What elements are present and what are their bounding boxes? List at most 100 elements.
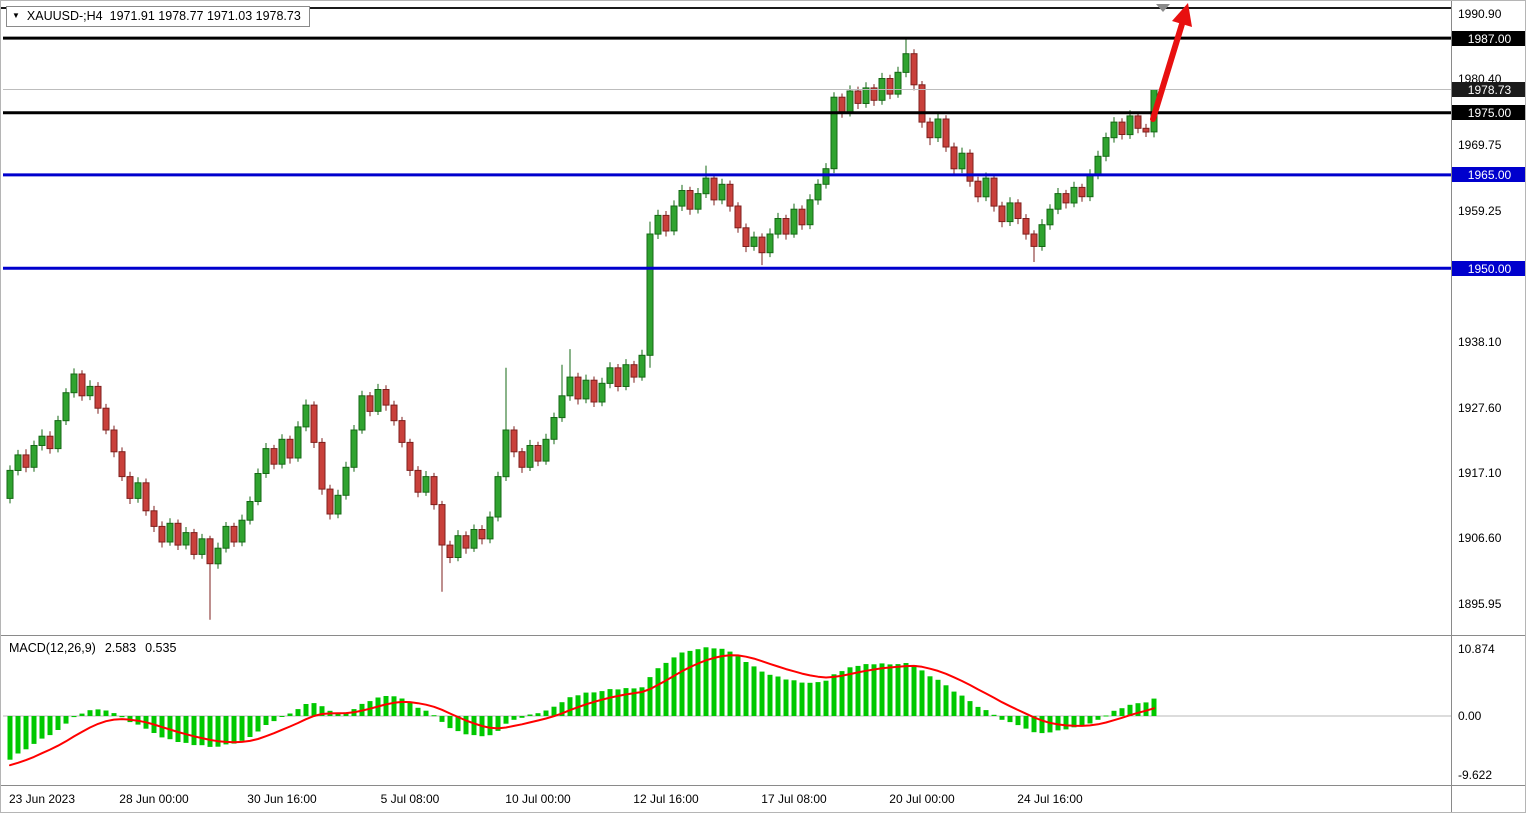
macd-histogram-bar bbox=[623, 688, 629, 716]
candle bbox=[126, 476, 134, 499]
price-tick-label: 1938.10 bbox=[1458, 335, 1502, 349]
macd-histogram-bar bbox=[1063, 716, 1069, 730]
candle bbox=[822, 168, 830, 185]
macd-histogram-bar bbox=[239, 716, 245, 741]
candle bbox=[270, 448, 278, 465]
macd-histogram-bar bbox=[95, 709, 101, 716]
trend-arrow-head[interactable] bbox=[1172, 3, 1192, 27]
candle bbox=[678, 190, 686, 207]
macd-histogram-bar bbox=[975, 706, 981, 716]
macd-histogram-bar bbox=[967, 701, 973, 716]
candle bbox=[742, 227, 750, 248]
macd-histogram-bar bbox=[223, 716, 229, 745]
candle bbox=[502, 429, 510, 478]
candle bbox=[614, 367, 622, 387]
candle bbox=[230, 525, 238, 543]
time-axis-label: 23 Jun 2023 bbox=[8, 792, 76, 806]
candle bbox=[862, 87, 870, 105]
time-axis-label: 30 Jun 16:00 bbox=[247, 792, 317, 806]
candle bbox=[302, 404, 310, 428]
macd-histogram-bar bbox=[559, 702, 565, 716]
candle bbox=[310, 404, 318, 443]
macd-histogram-bar bbox=[447, 716, 453, 729]
candle bbox=[182, 532, 190, 546]
price-badge-1965.00: 1965.00 bbox=[1452, 167, 1525, 182]
macd-histogram-bar bbox=[271, 716, 277, 722]
candle bbox=[454, 535, 462, 559]
macd-histogram-bar bbox=[1047, 716, 1053, 733]
macd-histogram-bar bbox=[1039, 716, 1045, 734]
candle bbox=[510, 429, 518, 453]
macd-pane[interactable] bbox=[1, 637, 1451, 784]
macd-histogram-bar bbox=[215, 716, 221, 747]
candle bbox=[982, 177, 990, 198]
candle bbox=[438, 504, 446, 546]
candle bbox=[214, 547, 222, 565]
macd-histogram-bar bbox=[735, 656, 741, 716]
macd-histogram-bar bbox=[103, 710, 109, 716]
macd-histogram-bar bbox=[383, 696, 389, 716]
macd-histogram-bar bbox=[703, 647, 709, 716]
macd-histogram-bar bbox=[303, 704, 309, 716]
candle bbox=[654, 214, 662, 235]
candle bbox=[1118, 121, 1126, 135]
macd-histogram-bar bbox=[919, 670, 925, 716]
candle bbox=[902, 53, 910, 73]
candle bbox=[398, 420, 406, 443]
candle bbox=[894, 71, 902, 95]
candle bbox=[774, 218, 782, 235]
candle bbox=[710, 177, 718, 201]
macd-histogram-bar bbox=[423, 710, 429, 716]
macd-histogram-bar bbox=[1151, 698, 1157, 716]
macd-histogram-bar bbox=[1127, 704, 1133, 716]
candle bbox=[990, 177, 998, 207]
macd-histogram-bar bbox=[543, 710, 549, 716]
macd-histogram-bar bbox=[463, 716, 469, 735]
candle bbox=[14, 454, 22, 471]
candle bbox=[1022, 218, 1030, 235]
candle bbox=[958, 152, 966, 170]
price-tick-label: 1969.75 bbox=[1458, 138, 1502, 152]
candle bbox=[1038, 224, 1046, 247]
candle bbox=[1078, 186, 1086, 198]
candle bbox=[382, 389, 390, 406]
candle bbox=[366, 395, 374, 412]
candle bbox=[646, 233, 654, 356]
macd-histogram-bar bbox=[183, 716, 189, 743]
macd-tick-label: -9.622 bbox=[1458, 768, 1493, 782]
macd-histogram-bar bbox=[311, 703, 317, 716]
macd-tick-label: 0.00 bbox=[1458, 709, 1482, 723]
macd-histogram-bar bbox=[575, 695, 581, 716]
macd-histogram-bar bbox=[495, 716, 501, 731]
time-axis[interactable] bbox=[1, 787, 1451, 812]
candle bbox=[950, 146, 958, 170]
macd-histogram-bar bbox=[1007, 716, 1013, 723]
candle bbox=[326, 488, 334, 515]
candle bbox=[942, 118, 950, 148]
collapse-arrow-icon[interactable]: ▼ bbox=[12, 11, 20, 20]
candle bbox=[798, 208, 806, 226]
candle bbox=[694, 193, 702, 210]
macd-histogram-bar bbox=[783, 679, 789, 716]
symbol-info-box[interactable]: ▼ XAUUSD-;H4 1971.91 1978.77 1971.03 197… bbox=[6, 6, 310, 27]
price-badge-1987.00: 1987.00 bbox=[1452, 31, 1525, 46]
candle bbox=[726, 183, 734, 207]
main-chart-pane[interactable] bbox=[1, 7, 1451, 634]
macd-histogram-bar bbox=[527, 714, 533, 716]
candle bbox=[1110, 121, 1118, 139]
candle bbox=[670, 205, 678, 232]
macd-name: MACD(12,26,9) bbox=[9, 641, 96, 655]
macd-indicator-label: MACD(12,26,9) 2.583 0.535 bbox=[9, 641, 176, 655]
macd-histogram-bar bbox=[983, 710, 989, 716]
candle bbox=[734, 205, 742, 229]
trend-arrow[interactable] bbox=[1150, 21, 1185, 122]
candle bbox=[966, 152, 974, 182]
candle bbox=[174, 522, 182, 546]
candle bbox=[102, 407, 110, 431]
candle bbox=[918, 84, 926, 123]
macd-signal-line bbox=[9, 654, 1155, 767]
chart-shift-marker-icon[interactable] bbox=[1156, 4, 1170, 12]
candle bbox=[1070, 186, 1078, 204]
candle bbox=[70, 373, 78, 394]
price-tick-label: 1917.10 bbox=[1458, 466, 1502, 480]
